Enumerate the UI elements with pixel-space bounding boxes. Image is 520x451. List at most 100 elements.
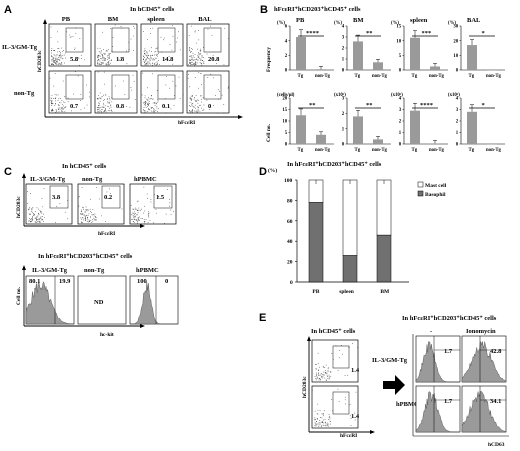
panel-c-bottom-xlabel: hc-kit (100, 332, 114, 338)
chart-significance: * (482, 102, 485, 109)
chart-unit: (%) (277, 21, 285, 26)
panel-e-hist-1-1: 34.1 (461, 385, 507, 433)
chart-bar (430, 143, 440, 144)
chart-significance: * (482, 30, 485, 37)
panel-d-bar-basophil (308, 202, 324, 283)
chart-unit: (%) (448, 21, 456, 26)
chart-bar (410, 110, 420, 144)
chart-ytick: 0 (456, 69, 459, 74)
chart-title: PB (296, 17, 305, 24)
chart-ytick: 0 (399, 69, 402, 74)
chart-ytick: 1 (342, 127, 345, 132)
hist-value: 34.1 (490, 398, 501, 405)
chart-ytick: 3 (342, 36, 345, 41)
hist-value: 19.9 (59, 278, 71, 285)
chart-unit: (x10³) (448, 92, 460, 98)
chart-ytick: 0 (342, 69, 345, 74)
panel-b-chart-1: BM (%) 0 1 2 3 4 Tg non-Tg ** (334, 17, 391, 79)
panel-d-legend-label: Basophil (425, 192, 446, 198)
chart-ytick: 1 (399, 131, 402, 136)
panel-b-chart-5: (x10⁵) 0 1 2 3 Tg non-Tg ** (334, 92, 391, 153)
panel-a-col-label: BAL (198, 16, 212, 23)
chart-ytick: 20 (282, 97, 287, 102)
panel-d-xtick: BM (380, 289, 390, 295)
chart-ytick: 0 (285, 143, 288, 148)
chart-ytick: 2 (342, 112, 345, 117)
chart-ytick: 2 (399, 120, 402, 125)
chart-xtick: Tg (298, 74, 304, 79)
panel-d-bar-basophil (376, 234, 392, 283)
panel-a-title: In hCD45⁺ cells (130, 6, 175, 13)
panel-a-label: A (4, 4, 12, 16)
panel-d-xtick: PB (312, 289, 319, 295)
panel-c-top-col-label: IL-3/GM-Tg (30, 176, 66, 183)
chart-unit: (%) (334, 21, 342, 26)
panel-a-row-tg: IL-3/GM-Tg (2, 44, 38, 51)
gate-value: 0.7 (70, 103, 79, 110)
panel-b-cellno-label: Cell no. (266, 123, 272, 142)
panel-b-chart-0: PB (%) 0 2 4 6 Tg non-Tg **** (277, 17, 334, 79)
chart-ytick: 10 (453, 54, 458, 59)
chart-unit: (%) (391, 21, 399, 26)
arrow-right-icon (395, 375, 405, 395)
panel-e-col-ionomycin: Ionomycin (466, 328, 496, 335)
chart-ytick: 4 (456, 97, 459, 102)
panel-a-xlabel: hFcεRI (178, 120, 195, 126)
chart-ytick: 0 (456, 143, 459, 148)
chart-xtick: Tg (469, 148, 475, 153)
chart-ytick: 4 (342, 25, 345, 30)
chart-ytick: 6 (285, 25, 288, 30)
panel-d-label: D (259, 166, 267, 178)
gate-value: 14.8 (162, 56, 174, 63)
panel-d-title: In hFcεRI⁺hCD203⁺hCD45⁺ cells (287, 161, 382, 168)
panel-d-bar-mast-cell (376, 179, 392, 236)
hist-value: 42.8 (490, 348, 502, 355)
gate-value: 5.8 (70, 56, 79, 63)
chart-ytick: 2 (456, 120, 459, 125)
panel-a-ylabel: hCD203c (37, 50, 43, 72)
panel-e-left-plot-1: 1.4 (311, 385, 360, 429)
panel-c-bottom-col-label: non-Tg (84, 267, 105, 274)
panel-c-bottom-title: In hFcεRI⁺hCD203⁺hCD45⁺ cells (38, 253, 133, 260)
gate-value: 0.2 (104, 194, 112, 201)
gate-value: 1.4 (351, 413, 360, 420)
chart-xtick: non-Tg (372, 148, 388, 153)
gate-value: 1.4 (351, 367, 360, 374)
gate-value: 3.8 (52, 194, 61, 201)
chart-xtick: Tg (298, 148, 304, 153)
chart-significance: ** (366, 30, 373, 37)
chart-xtick: non-Tg (486, 74, 502, 79)
chart-title: BM (353, 17, 363, 24)
panel-a-col-label: BM (108, 16, 118, 23)
hist-value: 1.7 (444, 398, 453, 405)
chart-significance: **** (420, 102, 433, 109)
panel-c-hist-nontg: ND (77, 275, 127, 325)
panel-e-row-hpbmc: hPBMC (396, 401, 419, 408)
panel-d-ytick: 80 (287, 198, 293, 204)
chart-bar (353, 116, 363, 144)
panel-c-top-plot-0: 3.8 (25, 183, 73, 225)
panel-c-bottom-col-label: IL-3/GM-Tg (32, 267, 68, 274)
gate-value: 1.5 (156, 194, 165, 201)
panel-e-right-title: In hFcεRI⁺hCD203⁺hCD45⁺ cells (402, 315, 497, 322)
chart-bar (467, 111, 477, 144)
chart-ytick: 4 (285, 39, 288, 44)
chart-xtick: non-Tg (429, 74, 445, 79)
panel-b-chart-3: BAL (%) 0 10 20 30 Tg non-Tg * (448, 17, 505, 79)
gate-value: 0.8 (116, 103, 125, 110)
panel-c-top-xlabel: hFcεRI (98, 231, 115, 237)
chart-xtick: Tg (355, 148, 361, 153)
panel-d-legend-swatch (417, 190, 424, 197)
panel-b: B hFcεRI⁺hCD203⁺hCD45⁺ cells Frequency C… (260, 4, 505, 153)
hist-value: 0 (165, 278, 168, 285)
chart-unit: (x10⁵) (391, 92, 403, 98)
panel-d-ytick: 60 (287, 219, 293, 225)
chart-bar (353, 41, 363, 70)
panel-d-ytick: 0 (290, 280, 293, 286)
panel-c-hist-tg: 80.1 19.9 (25, 275, 75, 325)
panel-a-plot-bm-tg: 1.8 (94, 23, 138, 67)
chart-unit: (cells/μl) (277, 93, 295, 98)
panel-b-chart-6: (x10⁵) 0 1 2 3 4 Tg non-Tg **** (391, 92, 448, 153)
panel-a-col-label: PB (62, 16, 71, 23)
panel-b-chart-7: (x10³) 0 1 2 3 4 Tg non-Tg * (448, 92, 505, 153)
